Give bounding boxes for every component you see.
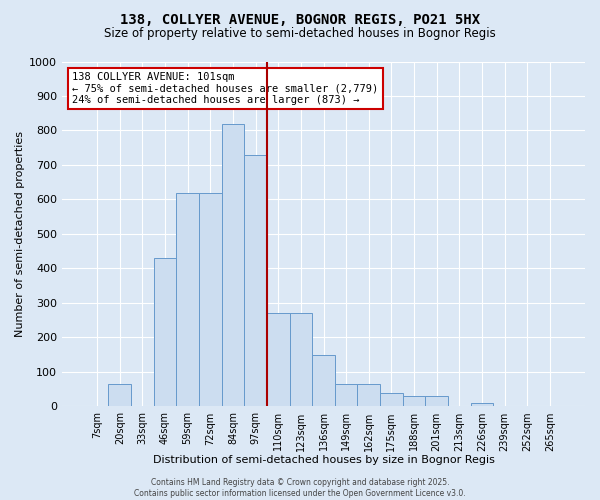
Bar [470,403,493,406]
Text: Size of property relative to semi-detached houses in Bognor Regis: Size of property relative to semi-detach… [104,28,496,40]
Bar [312,354,335,406]
Bar [221,124,244,406]
Bar [290,314,312,406]
Bar [109,384,131,406]
Bar [244,154,267,406]
Text: 138, COLLYER AVENUE, BOGNOR REGIS, PO21 5HX: 138, COLLYER AVENUE, BOGNOR REGIS, PO21 … [120,12,480,26]
Bar [403,396,425,406]
Bar [199,192,221,406]
Bar [176,192,199,406]
Bar [154,258,176,406]
Bar [358,384,380,406]
Text: 138 COLLYER AVENUE: 101sqm
← 75% of semi-detached houses are smaller (2,779)
24%: 138 COLLYER AVENUE: 101sqm ← 75% of semi… [73,72,379,105]
Bar [380,392,403,406]
Text: Contains HM Land Registry data © Crown copyright and database right 2025.
Contai: Contains HM Land Registry data © Crown c… [134,478,466,498]
Bar [425,396,448,406]
X-axis label: Distribution of semi-detached houses by size in Bognor Regis: Distribution of semi-detached houses by … [152,455,494,465]
Bar [335,384,358,406]
Y-axis label: Number of semi-detached properties: Number of semi-detached properties [15,131,25,337]
Bar [267,314,290,406]
